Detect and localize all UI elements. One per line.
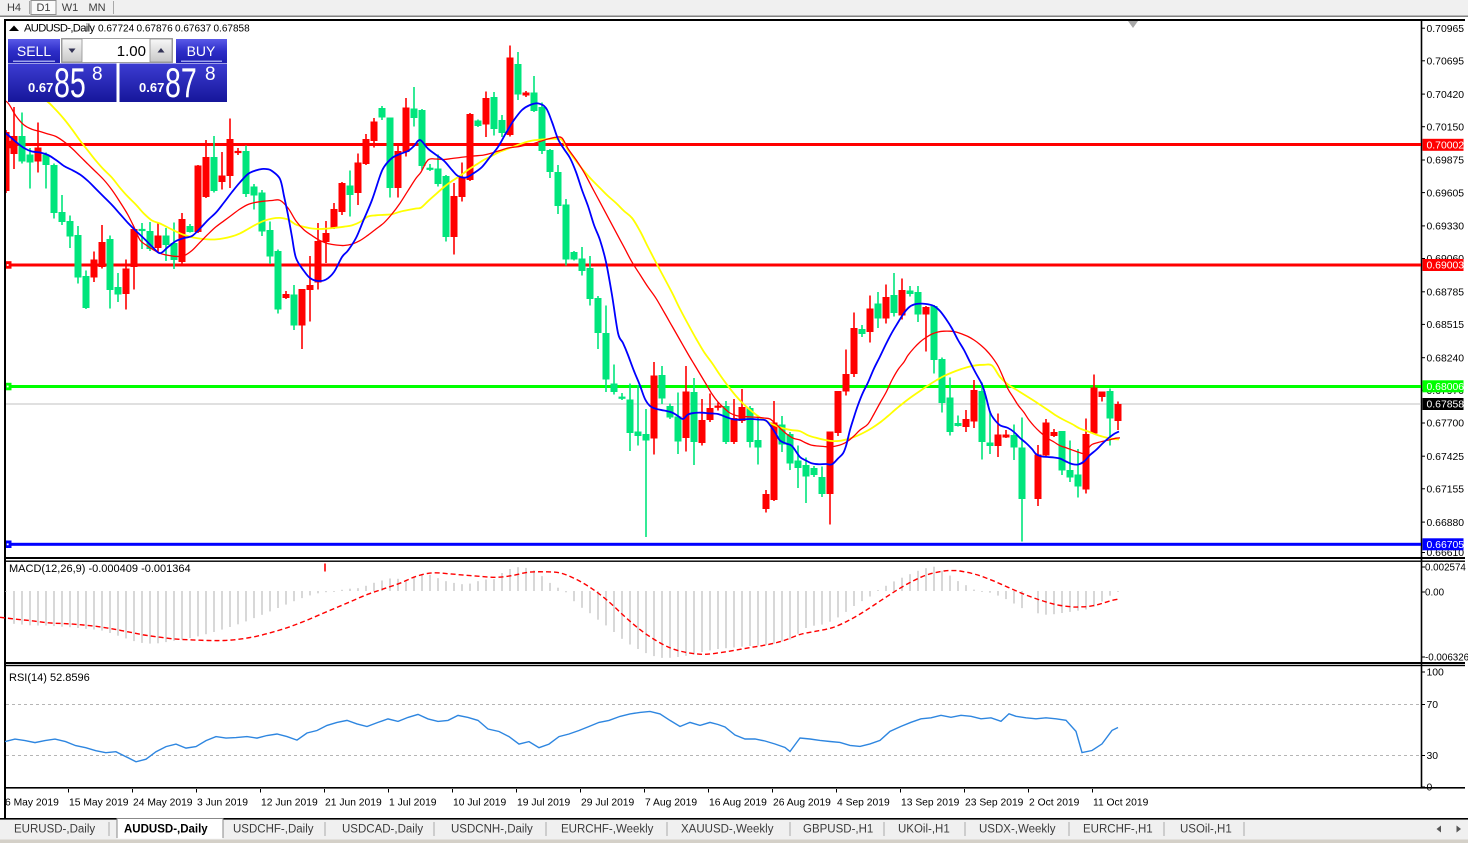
svg-text:-0.006326: -0.006326 bbox=[1425, 653, 1468, 664]
svg-text:21 Jun 2019: 21 Jun 2019 bbox=[325, 798, 382, 809]
svg-text:0.67876: 0.67876 bbox=[137, 24, 174, 35]
svg-text:W1: W1 bbox=[62, 2, 79, 14]
svg-text:2 Oct 2019: 2 Oct 2019 bbox=[1029, 798, 1080, 809]
svg-text:USDCNH-,Daily: USDCNH-,Daily bbox=[451, 824, 533, 836]
svg-text:0.68006: 0.68006 bbox=[1427, 382, 1465, 393]
svg-text:USDX-,Weekly: USDX-,Weekly bbox=[979, 824, 1056, 836]
svg-text:24 May 2019: 24 May 2019 bbox=[133, 798, 193, 809]
svg-text:0.68785: 0.68785 bbox=[1427, 288, 1465, 299]
svg-text:0.69003: 0.69003 bbox=[1427, 261, 1465, 272]
svg-text:1.00: 1.00 bbox=[117, 43, 146, 60]
svg-text:0.67700: 0.67700 bbox=[1427, 419, 1465, 430]
svg-text:7 Aug 2019: 7 Aug 2019 bbox=[645, 798, 697, 809]
svg-text:85: 85 bbox=[54, 58, 86, 106]
svg-text:15 May 2019: 15 May 2019 bbox=[69, 798, 129, 809]
svg-text:0.67724: 0.67724 bbox=[98, 24, 135, 35]
svg-text:0.67: 0.67 bbox=[28, 80, 53, 95]
svg-text:EURCHF-,Weekly: EURCHF-,Weekly bbox=[561, 824, 654, 836]
svg-text:UKOil-,H1: UKOil-,H1 bbox=[898, 824, 950, 836]
svg-text:0.66610: 0.66610 bbox=[1427, 548, 1465, 559]
svg-text:AUDUSD-,Daily: AUDUSD-,Daily bbox=[124, 824, 208, 836]
svg-text:29 Jul 2019: 29 Jul 2019 bbox=[581, 798, 635, 809]
svg-text:0.70002: 0.70002 bbox=[1427, 140, 1465, 151]
svg-text:0.70965: 0.70965 bbox=[1427, 24, 1465, 35]
svg-text:8: 8 bbox=[92, 64, 103, 85]
svg-text:0.67637: 0.67637 bbox=[175, 24, 212, 35]
svg-text:23 Sep 2019: 23 Sep 2019 bbox=[965, 798, 1024, 809]
svg-text:RSI(14) 52.8596: RSI(14) 52.8596 bbox=[9, 672, 90, 684]
svg-text:XAUUSD-,Weekly: XAUUSD-,Weekly bbox=[681, 824, 774, 836]
svg-text:0.67858: 0.67858 bbox=[1427, 400, 1465, 411]
svg-text:0.002574: 0.002574 bbox=[1425, 563, 1466, 574]
svg-text:8: 8 bbox=[205, 64, 216, 85]
svg-text:EURUSD-,Daily: EURUSD-,Daily bbox=[14, 824, 95, 836]
svg-text:0.67155: 0.67155 bbox=[1427, 485, 1465, 496]
svg-text:0: 0 bbox=[1427, 783, 1433, 794]
svg-text:0.69605: 0.69605 bbox=[1427, 188, 1465, 199]
svg-text:SELL: SELL bbox=[17, 43, 51, 59]
svg-text:87: 87 bbox=[165, 58, 197, 106]
svg-text:16 Aug 2019: 16 Aug 2019 bbox=[709, 798, 767, 809]
svg-text:11 Oct 2019: 11 Oct 2019 bbox=[1093, 798, 1149, 809]
svg-text:3 Jun 2019: 3 Jun 2019 bbox=[197, 798, 248, 809]
svg-text:0.67: 0.67 bbox=[139, 80, 164, 95]
svg-text:19 Jul 2019: 19 Jul 2019 bbox=[517, 798, 571, 809]
svg-text:70: 70 bbox=[1427, 700, 1439, 711]
svg-text:D1: D1 bbox=[36, 2, 50, 14]
svg-text:6 May 2019: 6 May 2019 bbox=[5, 798, 59, 809]
svg-text:0.69330: 0.69330 bbox=[1427, 222, 1465, 233]
svg-text:10 Jul 2019: 10 Jul 2019 bbox=[453, 798, 507, 809]
svg-text:0.66705: 0.66705 bbox=[1427, 540, 1465, 551]
svg-text:USOil-,H1: USOil-,H1 bbox=[1180, 824, 1232, 836]
svg-text:13 Sep 2019: 13 Sep 2019 bbox=[901, 798, 960, 809]
svg-text:MACD(12,26,9) -0.000409 -0.001: MACD(12,26,9) -0.000409 -0.001364 bbox=[9, 563, 191, 575]
svg-text:MN: MN bbox=[88, 2, 105, 14]
svg-text:100: 100 bbox=[1427, 668, 1445, 679]
svg-text:0.00: 0.00 bbox=[1425, 588, 1445, 599]
svg-text:H4: H4 bbox=[7, 2, 21, 14]
svg-text:0.66880: 0.66880 bbox=[1427, 518, 1465, 529]
svg-text:AUDUSD-,Daily: AUDUSD-,Daily bbox=[24, 23, 95, 35]
svg-text:0.69875: 0.69875 bbox=[1427, 156, 1465, 167]
svg-text:4 Sep 2019: 4 Sep 2019 bbox=[837, 798, 890, 809]
svg-text:0.70420: 0.70420 bbox=[1427, 90, 1465, 101]
svg-text:0.67858: 0.67858 bbox=[214, 24, 251, 35]
svg-text:0.70695: 0.70695 bbox=[1427, 57, 1465, 68]
svg-text:12 Jun 2019: 12 Jun 2019 bbox=[261, 798, 318, 809]
svg-text:USDCAD-,Daily: USDCAD-,Daily bbox=[342, 824, 423, 836]
svg-text:EURCHF-,H1: EURCHF-,H1 bbox=[1083, 824, 1153, 836]
svg-text:BUY: BUY bbox=[187, 43, 216, 59]
svg-text:0.68240: 0.68240 bbox=[1427, 353, 1465, 364]
svg-text:0.67425: 0.67425 bbox=[1427, 452, 1465, 463]
svg-text:1 Jul 2019: 1 Jul 2019 bbox=[389, 798, 437, 809]
svg-text:0.70150: 0.70150 bbox=[1427, 122, 1465, 133]
svg-text:0.68515: 0.68515 bbox=[1427, 320, 1465, 331]
svg-text:26 Aug 2019: 26 Aug 2019 bbox=[773, 798, 831, 809]
svg-text:USDCHF-,Daily: USDCHF-,Daily bbox=[233, 824, 314, 836]
svg-text:30: 30 bbox=[1427, 751, 1439, 762]
svg-text:GBPUSD-,H1: GBPUSD-,H1 bbox=[803, 824, 873, 836]
